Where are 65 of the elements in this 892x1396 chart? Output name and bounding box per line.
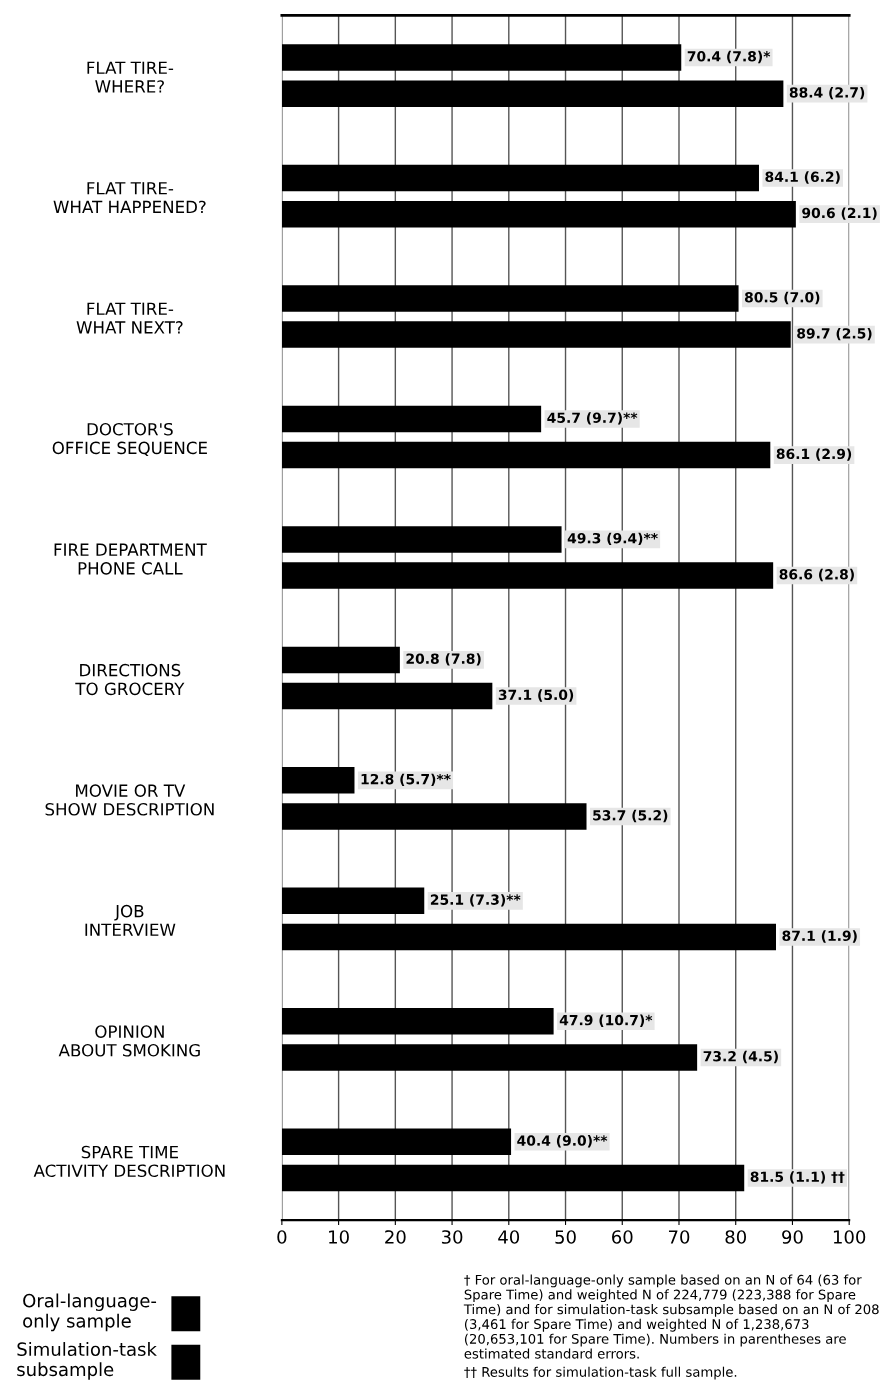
data-label: 25.1 (7.3)** xyxy=(430,894,521,907)
x-tick-label: 30 xyxy=(441,1230,463,1244)
data-label: 12.8 (5.7)** xyxy=(361,773,451,787)
bar xyxy=(281,80,784,107)
data-label: 70.4 (7.8)* xyxy=(687,50,771,64)
bar xyxy=(281,923,776,951)
x-tick-label: 80 xyxy=(725,1230,747,1244)
bar xyxy=(281,803,587,830)
bar xyxy=(281,321,791,348)
bar xyxy=(281,682,493,710)
data-label: 88.4 (2.7) xyxy=(789,86,865,100)
y-tick-label: DOCTOR'S OFFICE SEQUENCE xyxy=(52,422,207,457)
bar xyxy=(281,441,771,469)
legend-label: Oral-language- only sample xyxy=(23,1293,157,1332)
x-tick-label: 90 xyxy=(782,1230,803,1244)
data-label: 87.1 (1.9) xyxy=(782,930,857,943)
bar xyxy=(281,1164,745,1192)
text: †† Results for simulation-task full sample. xyxy=(464,1366,737,1380)
data-label: 37.1 (5.0) xyxy=(498,689,574,702)
bar xyxy=(281,562,774,589)
y-tick-label: SPARE TIME ACTIVITY DESCRIPTION xyxy=(33,1145,225,1178)
bar xyxy=(281,200,796,228)
bar xyxy=(281,1008,554,1035)
data-label: 84.1 (6.2) xyxy=(765,171,840,184)
legend-label: Simulation-task subsample xyxy=(17,1342,157,1380)
y-tick-label: JOB INTERVIEW xyxy=(85,904,176,936)
x-tick-label: 20 xyxy=(385,1230,406,1244)
y-tick-label: DIRECTIONS TO GROCERY xyxy=(75,663,185,696)
bar xyxy=(281,887,425,915)
data-label: 80.5 (7.0) xyxy=(744,291,820,305)
x-tick-label: 0 xyxy=(277,1230,287,1244)
y-tick-label: MOVIE OR TV SHOW DESCRIPTION xyxy=(45,784,214,816)
data-label: 45.7 (9.7)** xyxy=(547,412,638,425)
data-label: 86.1 (2.9) xyxy=(776,448,852,461)
data-label: 40.4 (9.0)** xyxy=(517,1135,608,1148)
x-tick-label: 40 xyxy=(498,1230,520,1244)
data-label: 89.7 (2.5) xyxy=(797,327,872,341)
data-label: 49.3 (9.4)** xyxy=(567,532,658,546)
bar xyxy=(281,1128,512,1156)
bar xyxy=(281,44,682,71)
bar xyxy=(281,405,542,433)
x-tick-label: 10 xyxy=(329,1230,349,1244)
bar xyxy=(281,767,355,794)
data-label: 90.6 (2.1) xyxy=(802,207,877,220)
bar xyxy=(281,526,562,553)
data-label: 47.9 (10.7)* xyxy=(559,1014,653,1027)
x-tick-label: 60 xyxy=(612,1230,633,1244)
y-tick-label: OPINION ABOUT SMOKING xyxy=(58,1025,200,1057)
y-tick-label: FLAT TIRE- WHERE? xyxy=(87,61,174,93)
bar xyxy=(281,285,739,312)
data-label: 20.8 (7.8) xyxy=(406,653,481,666)
x-tick-label: 100 xyxy=(833,1230,866,1244)
data-label: 53.7 (5.2) xyxy=(593,809,668,823)
y-tick-label: FLAT TIRE- WHAT NEXT? xyxy=(76,302,183,334)
data-label: 73.2 (4.5) xyxy=(703,1050,778,1064)
x-tick-label: 70 xyxy=(668,1230,690,1244)
x-tick-label: 50 xyxy=(555,1230,576,1244)
y-tick-label: FLAT TIRE- WHAT HAPPENED? xyxy=(53,182,206,213)
data-label: 81.5 (1.1) †† xyxy=(750,1171,845,1184)
bar xyxy=(281,1044,698,1071)
bar xyxy=(281,646,400,674)
text: † For oral-language-only sample based on an N of 64 (63 for Spare Time) and weighted N of 224,779 (223,388 for Spare Time) and for simulation-task subsample based on an N of 208 (3,461 for Spare Time) and weighted N of 1,238,673 (20,653,101 for Spare Time). Numbers in parentheses are estimated standard errors. xyxy=(463,1274,879,1359)
data-label: 86.6 (2.8) xyxy=(779,568,854,582)
y-tick-label: FIRE DEPARTMENT PHONE CALL xyxy=(54,543,207,575)
bar xyxy=(281,164,759,192)
